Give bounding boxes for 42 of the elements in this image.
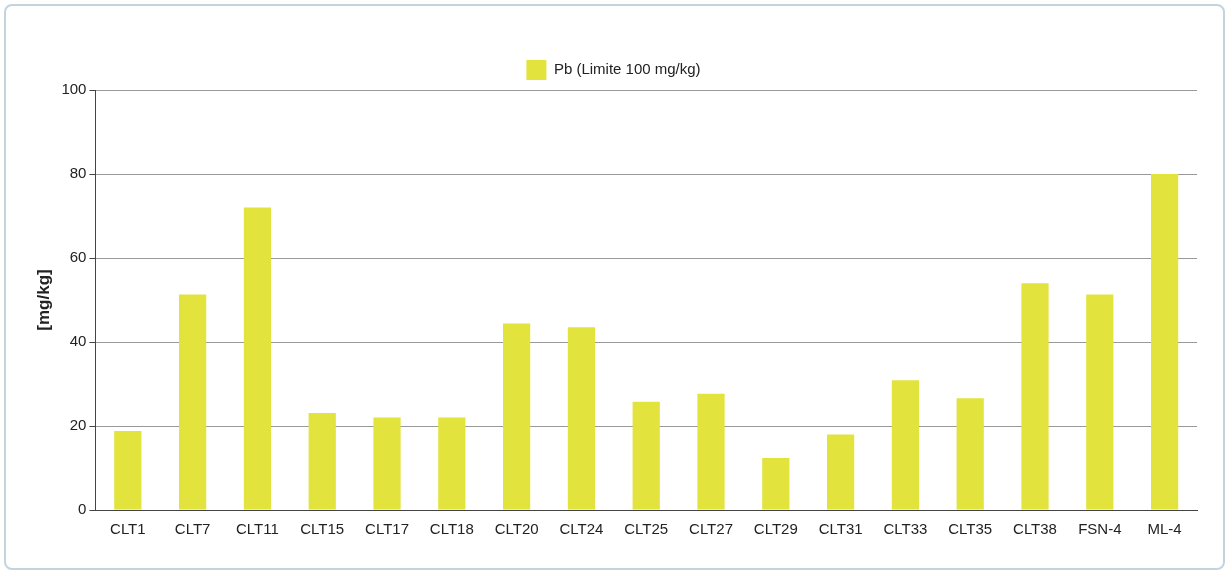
y-tick-label: 40 xyxy=(69,332,87,350)
bar xyxy=(632,401,660,510)
y-tick-label: 80 xyxy=(69,164,87,182)
bar xyxy=(243,207,272,510)
x-tick-label: CLT25 xyxy=(624,520,669,538)
bar xyxy=(1150,174,1179,510)
y-tick-label: 20 xyxy=(69,416,87,434)
x-tick-label: CLT1 xyxy=(110,520,146,538)
x-tick-label: CLT38 xyxy=(1013,520,1057,538)
x-tick-label: CLT11 xyxy=(236,520,279,538)
x-tick-label: FSN-4 xyxy=(1078,520,1122,538)
bar xyxy=(567,327,596,510)
x-tick-label: CLT27 xyxy=(689,520,733,538)
x-tick-label: ML-4 xyxy=(1147,520,1182,538)
bar xyxy=(114,431,142,510)
x-tick-label: CLT7 xyxy=(174,520,211,538)
x-tick-label: CLT15 xyxy=(300,520,345,538)
bar xyxy=(891,380,920,510)
x-tick-label: CLT17 xyxy=(365,520,409,538)
x-tick-label: CLT35 xyxy=(948,520,993,538)
y-tick-label: 0 xyxy=(78,500,87,518)
bar xyxy=(827,434,855,510)
bar xyxy=(762,457,790,510)
bar xyxy=(1021,283,1049,510)
y-axis-title: [mg/kg] xyxy=(33,269,53,331)
bar xyxy=(1086,294,1114,510)
x-tick-label: CLT24 xyxy=(559,520,604,538)
y-tick-label: 60 xyxy=(69,248,87,266)
bar xyxy=(179,294,207,510)
x-tick-label: CLT20 xyxy=(494,520,539,538)
bar xyxy=(697,393,725,510)
legend-label: Pb (Limite 100 mg/kg) xyxy=(553,60,701,78)
bar xyxy=(438,417,466,510)
x-tick-label: CLT33 xyxy=(883,520,928,538)
x-tick-label: CLT31 xyxy=(818,520,863,538)
bar xyxy=(308,412,336,510)
bar xyxy=(956,398,984,510)
bar xyxy=(373,417,401,510)
x-tick-label: CLT29 xyxy=(753,520,798,538)
x-tick-label: CLT18 xyxy=(429,520,474,538)
bar xyxy=(503,323,531,510)
y-tick-label: 100 xyxy=(61,80,87,98)
